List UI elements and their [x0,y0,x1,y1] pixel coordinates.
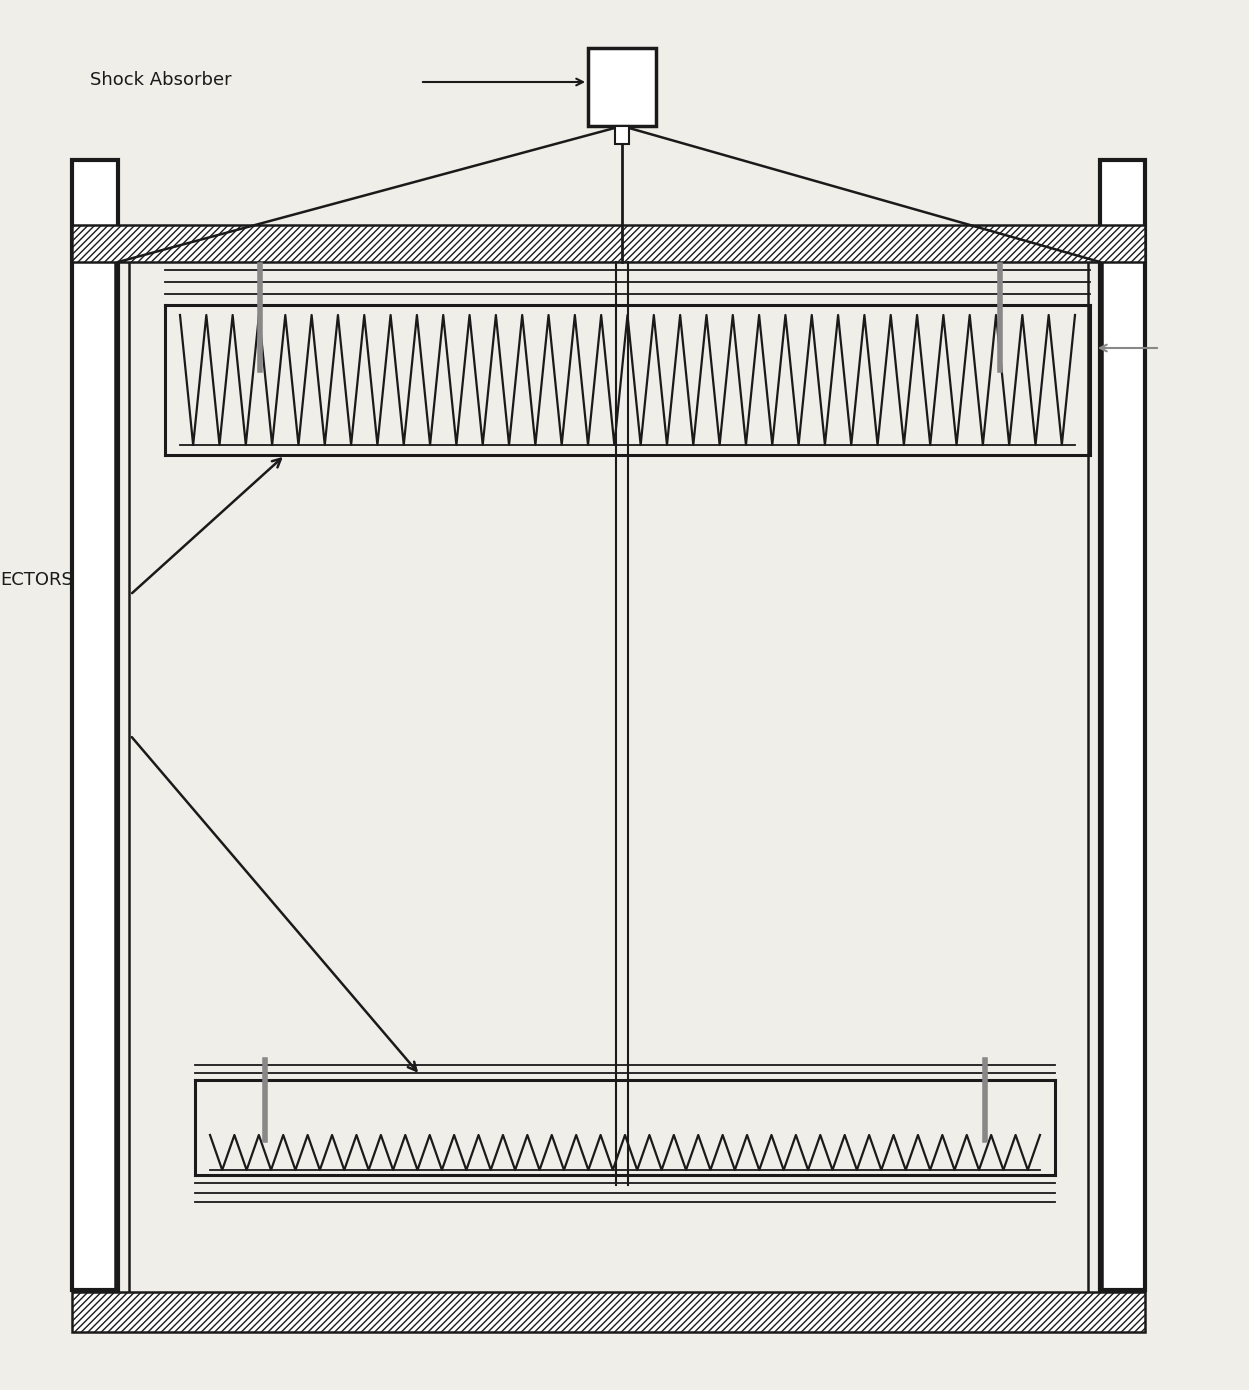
Bar [615,126,629,145]
Bar [72,160,117,1290]
Text: Shock Absorber: Shock Absorber [90,71,231,89]
Bar [1100,160,1145,1290]
Bar [72,225,1145,261]
Text: ECTORS: ECTORS [0,571,72,589]
Bar [588,49,656,126]
Bar [72,1291,1145,1332]
